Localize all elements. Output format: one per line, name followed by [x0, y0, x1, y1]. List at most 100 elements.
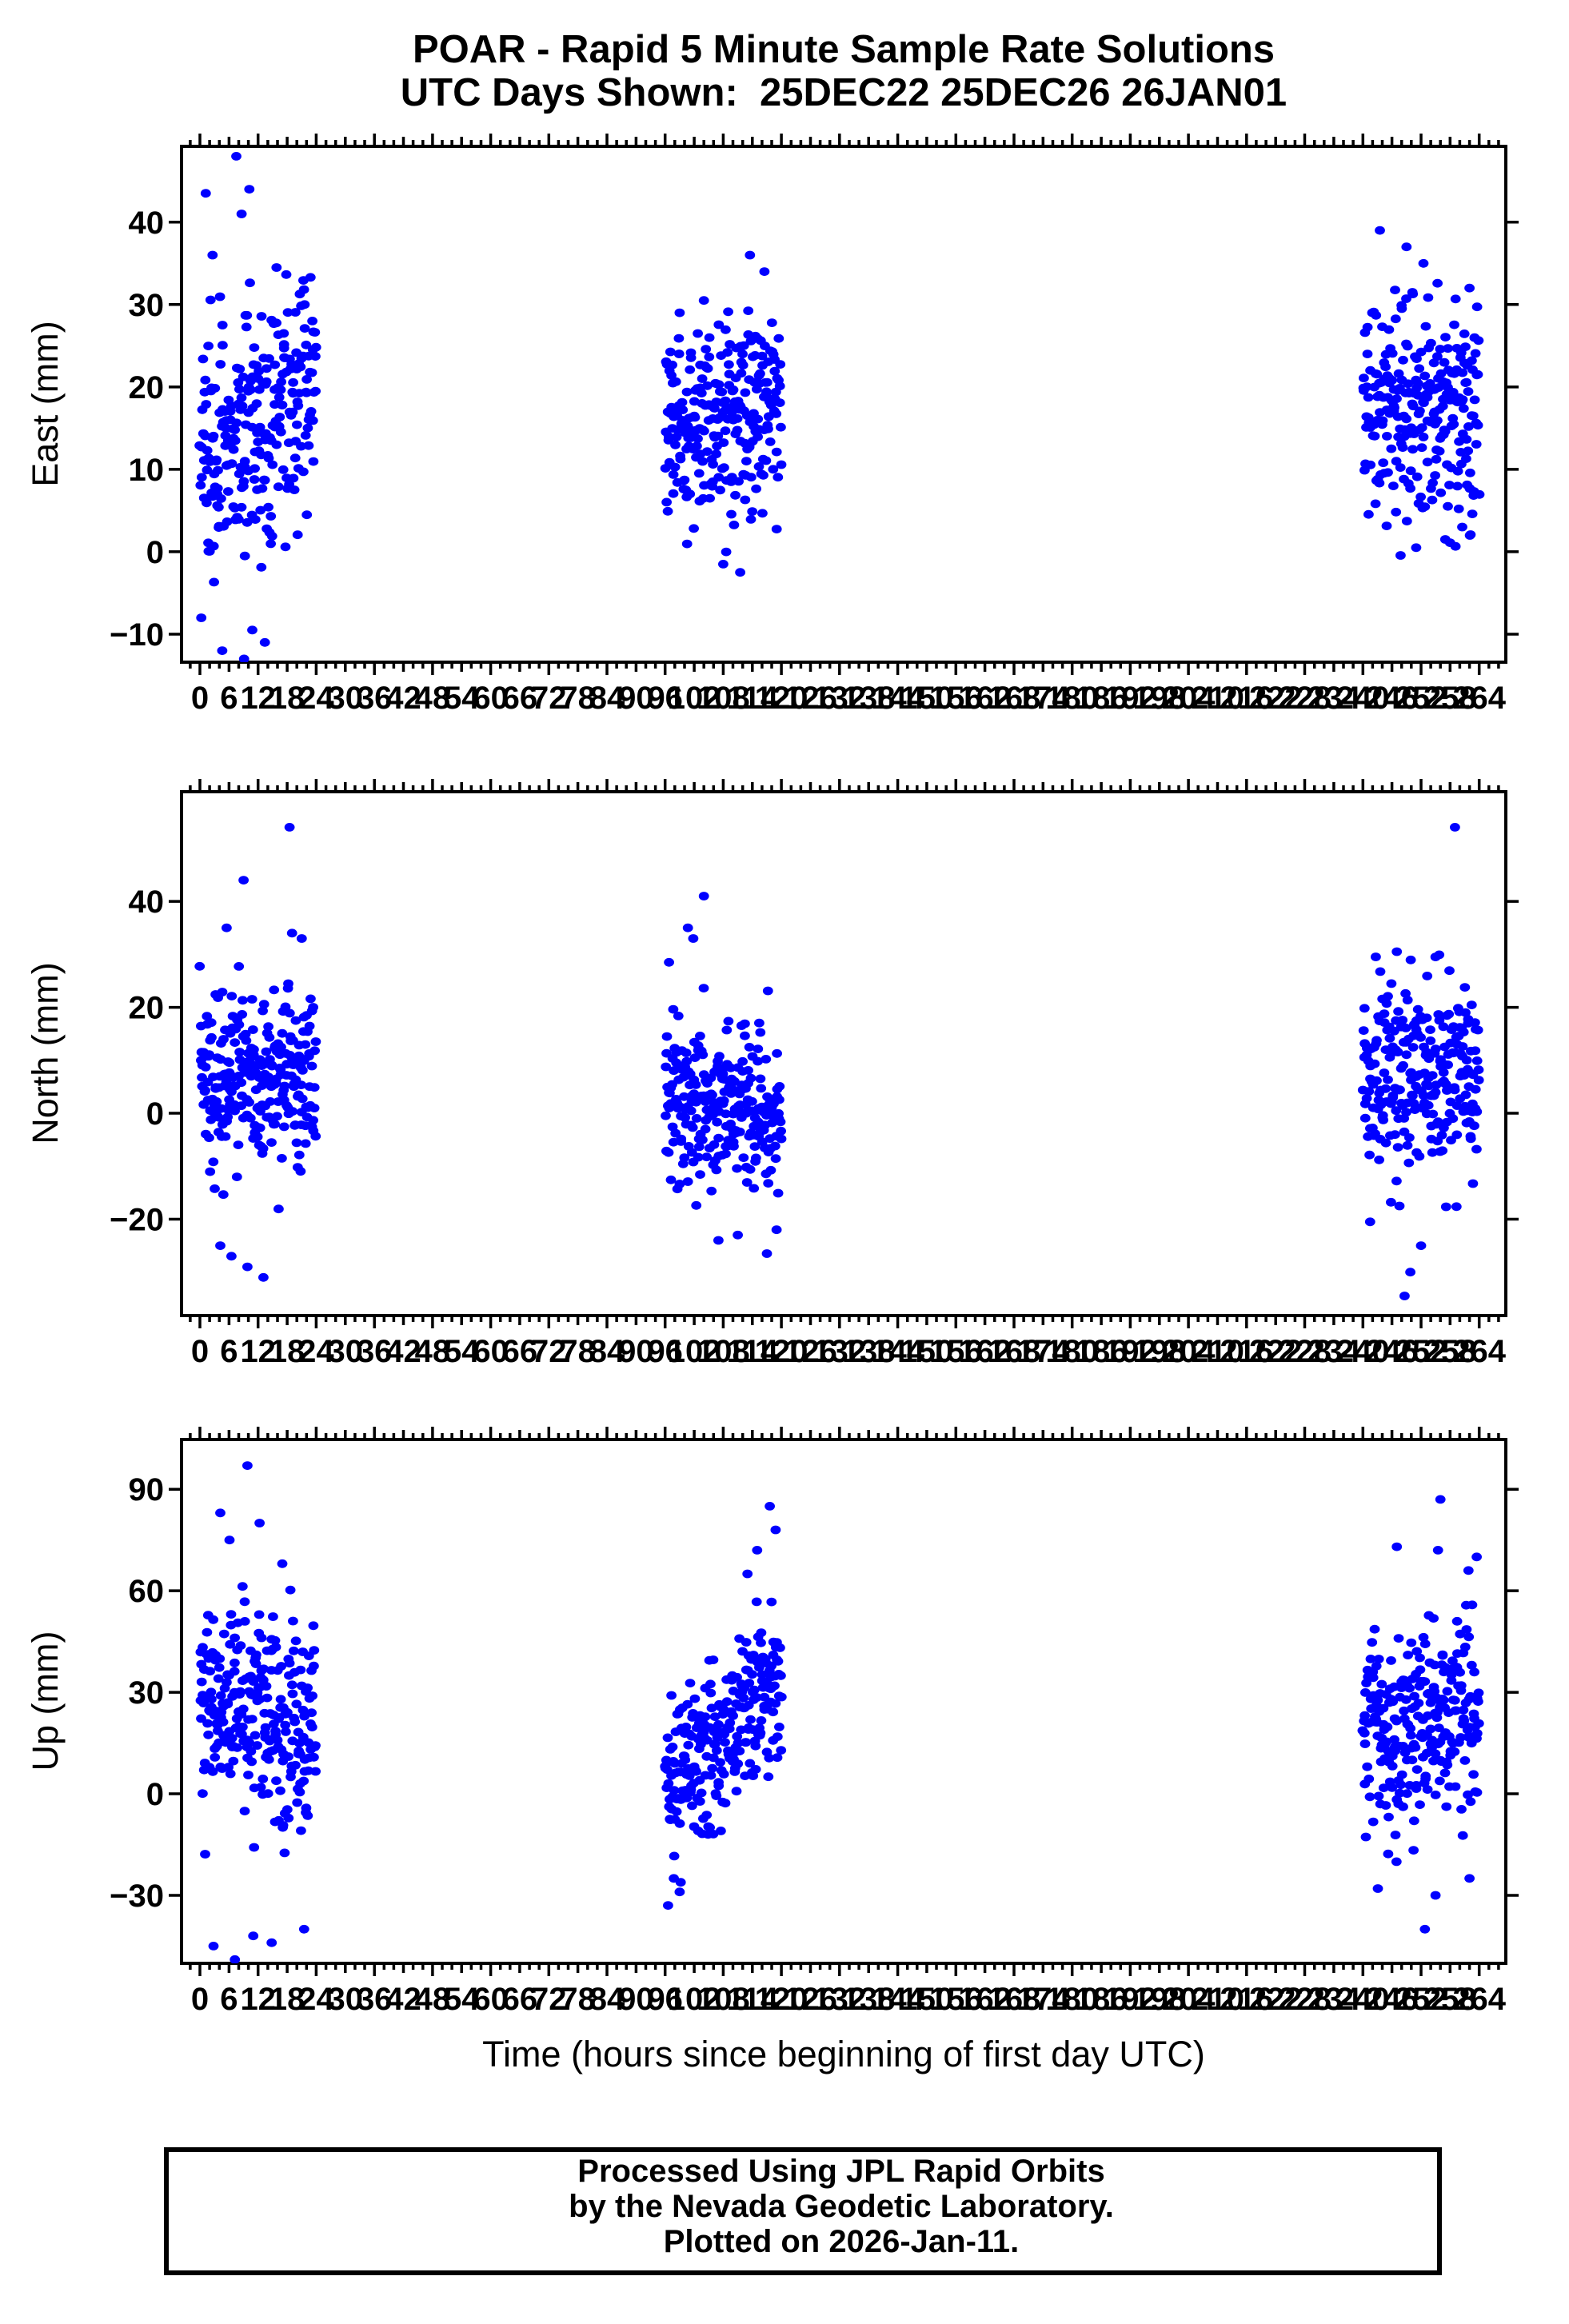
x-tick-label: 84: [589, 1334, 625, 1369]
data-point: [711, 1791, 722, 1801]
y-tick-labels: 90 60 30 0 −30: [110, 1472, 164, 1914]
data-point: [700, 1124, 711, 1134]
data-point: [1403, 1158, 1415, 1168]
data-point: [258, 1144, 269, 1153]
data-point-outlier: [1401, 242, 1412, 252]
data-point: [774, 381, 785, 391]
data-point: [721, 1697, 733, 1707]
data-point: [758, 470, 769, 480]
data-point: [250, 1659, 262, 1668]
data-point: [712, 1117, 723, 1127]
x-tick-label: 48: [415, 1334, 451, 1369]
data-point: [239, 551, 250, 561]
x-tick-label: 138: [842, 1982, 896, 2017]
x-tick-label: 222: [1249, 681, 1303, 716]
data-point: [771, 409, 782, 418]
data-point: [745, 1164, 756, 1174]
data-point-outlier: [266, 1938, 277, 1947]
data-point: [215, 1691, 226, 1700]
data-point: [661, 1062, 672, 1072]
x-tick-label: 180: [1045, 1982, 1099, 2017]
data-point: [213, 1112, 224, 1122]
chart-title-line1: POAR - Rapid 5 Minute Sample Rate Soluti…: [413, 28, 1275, 71]
data-point: [701, 345, 712, 353]
data-point: [1383, 468, 1393, 477]
data-point: [707, 1763, 718, 1773]
data-point: [677, 405, 689, 414]
data-point: [1472, 421, 1483, 430]
data-point: [663, 432, 674, 441]
x-tick-label: 222: [1249, 1334, 1303, 1369]
data-point-outlier: [215, 1508, 226, 1518]
x-tick-labels: 0 6 12182430364248546066727884909610210811…: [191, 681, 1507, 716]
data-point: [1372, 1695, 1383, 1705]
data-point: [302, 423, 313, 433]
data-point: [744, 1043, 755, 1052]
data-point: [269, 985, 280, 995]
data-point: [1437, 401, 1448, 411]
data-point: [721, 547, 732, 557]
data-point-outlier: [200, 189, 211, 198]
data-point-outlier: [238, 654, 250, 662]
data-point: [1469, 1121, 1479, 1131]
data-point: [1432, 278, 1443, 288]
data-point: [243, 1771, 254, 1779]
data-point: [732, 425, 743, 435]
data-point: [277, 465, 289, 474]
data-point: [278, 1122, 289, 1132]
up-axis-label: Up (mm): [25, 1631, 66, 1771]
data-point: [1380, 362, 1391, 372]
data-point-outlier: [669, 1874, 679, 1883]
data-point: [728, 385, 739, 394]
data-point-outlier: [664, 957, 674, 967]
data-point: [293, 1150, 305, 1160]
data-point: [291, 1138, 302, 1148]
data-point: [198, 1789, 208, 1799]
data-point: [709, 1712, 721, 1722]
data-point: [256, 562, 267, 572]
data-point: [1407, 1091, 1418, 1100]
data-point: [284, 1659, 295, 1668]
data-point: [265, 1097, 276, 1106]
data-point-outlier: [1419, 1924, 1431, 1934]
data-point: [1383, 1075, 1393, 1084]
data-point: [1419, 502, 1431, 511]
data-point: [310, 1741, 321, 1751]
data-point: [720, 426, 731, 436]
x-tick-label: 12: [240, 681, 276, 716]
x-tick-label: 6: [220, 1334, 238, 1369]
x-tick-labels: 0 6 12182430364248546066727884909610210811…: [191, 1334, 1507, 1369]
data-point: [292, 420, 302, 429]
data-point: [1466, 1660, 1477, 1670]
data-point: [1444, 966, 1455, 976]
data-point: [681, 387, 693, 397]
data-point: [1380, 1084, 1391, 1093]
data-point: [755, 369, 765, 378]
x-tick-label: 150: [900, 1334, 954, 1369]
data-point: [246, 1757, 258, 1767]
data-point: [1431, 454, 1442, 464]
data-point-outlier: [277, 1559, 288, 1568]
x-tick-label: 264: [1452, 1334, 1506, 1369]
data-point: [202, 465, 213, 475]
data-point: [1359, 1739, 1371, 1748]
data-point-outlier: [208, 1942, 219, 1951]
x-tick-label: 198: [1132, 681, 1186, 716]
data-point: [668, 1137, 679, 1147]
data-point: [294, 1787, 305, 1797]
data-point: [269, 400, 280, 409]
data-point: [725, 1063, 737, 1072]
data-point: [1406, 1638, 1417, 1647]
data-point: [720, 396, 731, 405]
data-point: [696, 1788, 707, 1798]
data-point: [239, 1807, 250, 1816]
data-point: [195, 481, 206, 490]
data-point: [273, 393, 285, 402]
data-point: [776, 1126, 786, 1136]
data-point: [689, 1053, 701, 1062]
data-point: [674, 1180, 685, 1188]
data-point: [292, 1798, 303, 1807]
data-point: [1364, 1150, 1375, 1160]
data-point: [1459, 1756, 1471, 1765]
data-point: [1427, 478, 1438, 488]
